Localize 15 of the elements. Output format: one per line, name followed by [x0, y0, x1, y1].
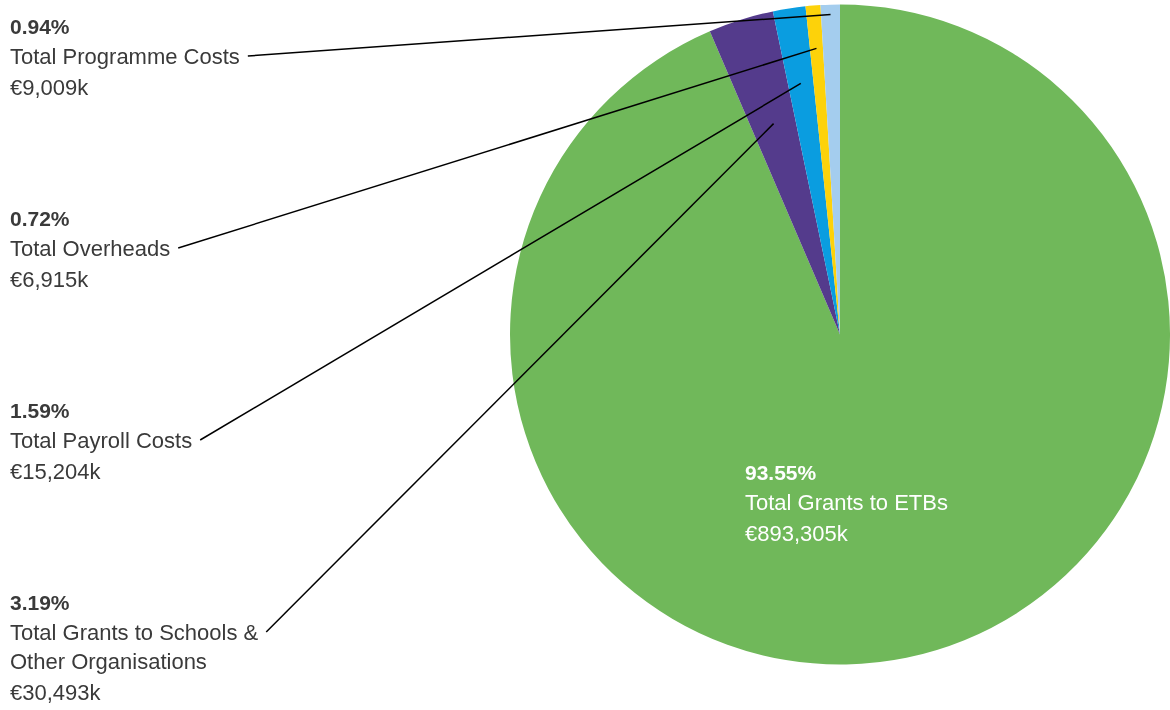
slice-label: Total Payroll Costs: [10, 428, 193, 453]
text: 1.59%: [10, 399, 70, 422]
text: 93.55%: [745, 460, 817, 484]
data-label: €30,493k: [10, 680, 102, 705]
text: 0.72%: [10, 207, 70, 230]
slice-label: Total Grants to ETBs: [745, 489, 948, 515]
slice-label: Total Programme Costs: [10, 44, 240, 69]
data-label: €6,915k: [10, 267, 90, 292]
data-label: €9,009k: [10, 75, 90, 100]
data-label: €15,204k: [10, 459, 102, 484]
slice-label: Total Grants to Schools & Other Organisations: [10, 620, 259, 674]
text: 0.94%: [10, 15, 70, 38]
slice-label: Total Overheads: [10, 236, 171, 261]
data-label: €893,305k: [745, 520, 849, 546]
text: 3.19%: [10, 591, 70, 614]
